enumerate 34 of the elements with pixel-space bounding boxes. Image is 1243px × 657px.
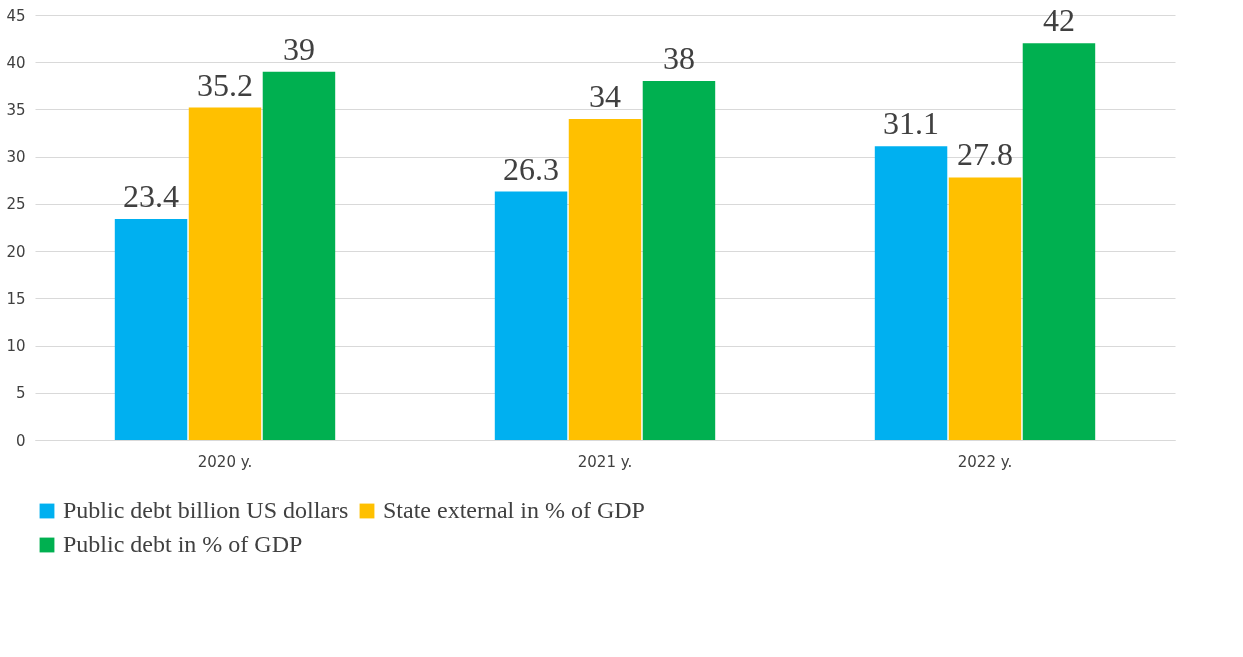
y-tick-label: 45 — [6, 6, 26, 25]
legend-label: State external in % of GDP — [383, 497, 645, 523]
x-tick-label: 2021 y. — [577, 452, 633, 471]
y-tick-label: 30 — [6, 148, 26, 167]
y-tick-label: 0 — [15, 431, 26, 450]
y-tick-label: 5 — [15, 384, 26, 403]
y-tick-label: 40 — [6, 53, 26, 72]
bar — [568, 118, 642, 440]
bar — [494, 191, 568, 440]
y-tick-label: 25 — [6, 195, 26, 214]
y-tick-label: 15 — [6, 289, 26, 308]
data-label: 31.1 — [883, 105, 940, 142]
data-label: 27.8 — [957, 136, 1013, 173]
data-label: 23.4 — [123, 178, 180, 214]
bar — [262, 71, 336, 440]
bar — [188, 107, 262, 440]
bar — [642, 81, 716, 440]
data-label: 34 — [589, 77, 621, 114]
data-label: 35.2 — [197, 66, 253, 103]
y-tick-label: 10 — [6, 337, 26, 356]
bar — [1022, 43, 1096, 440]
x-tick-label: 2022 y. — [957, 452, 1013, 471]
data-label: 26.3 — [503, 150, 560, 187]
legend-label: Public debt billion US dollars — [63, 497, 349, 523]
bar — [948, 177, 1022, 440]
data-label: 38 — [662, 40, 695, 77]
bar — [114, 219, 188, 440]
bar — [874, 146, 948, 440]
data-label: 42 — [1042, 2, 1075, 39]
data-label: 39 — [282, 30, 315, 67]
legend-label: Public debt in % of GDP — [63, 531, 303, 557]
y-tick-label: 35 — [6, 100, 26, 119]
y-tick-label: 20 — [6, 242, 26, 261]
x-tick-label: 2020 y. — [197, 452, 253, 471]
